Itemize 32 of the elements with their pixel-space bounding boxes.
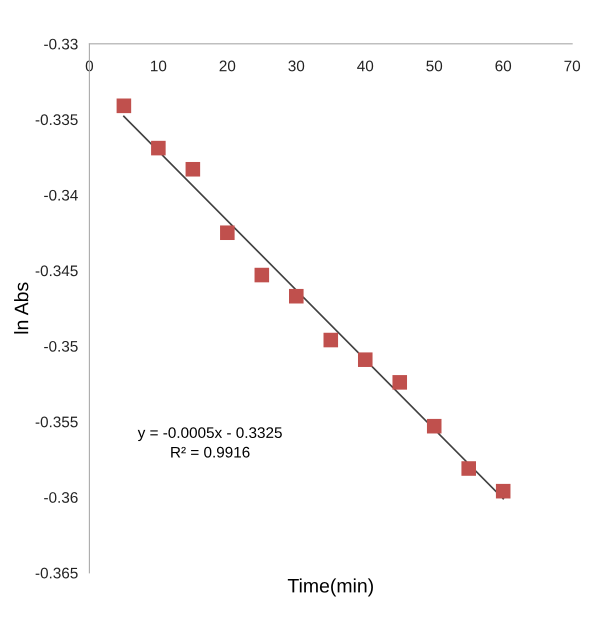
y-tick-label: -0.335 bbox=[36, 114, 78, 126]
annotation: R² = 0.9916 bbox=[171, 446, 250, 458]
y-tick-label: -0.365 bbox=[36, 568, 78, 578]
x-tick-label: 0 bbox=[86, 60, 94, 72]
x-tick-label: 60 bbox=[495, 60, 512, 72]
point bbox=[116, 98, 132, 114]
point bbox=[186, 162, 200, 177]
point bbox=[426, 418, 442, 434]
annotation: y = -0.0005x - 0.3325 bbox=[138, 427, 282, 442]
point bbox=[496, 484, 510, 498]
point bbox=[392, 375, 408, 390]
point bbox=[220, 225, 235, 240]
y-tick-label: -0.35 bbox=[44, 340, 78, 352]
x-tick-label: 70 bbox=[564, 60, 580, 72]
point bbox=[323, 332, 338, 348]
point bbox=[254, 268, 270, 282]
x-tick-label: 50 bbox=[426, 60, 442, 72]
x-axis-title: Time(min) bbox=[288, 578, 373, 596]
point bbox=[358, 352, 373, 367]
y-tick-label: -0.355 bbox=[36, 416, 78, 428]
x-tick-label: 20 bbox=[220, 60, 236, 72]
y-tick-label: -0.33 bbox=[44, 38, 78, 50]
point bbox=[461, 461, 476, 476]
point bbox=[289, 288, 304, 304]
x-tick-label: 40 bbox=[357, 60, 374, 72]
y-tick-label: -0.34 bbox=[44, 190, 78, 201]
y-tick-label: -0.36 bbox=[44, 492, 78, 503]
x-tick-label: 30 bbox=[288, 60, 304, 72]
point bbox=[151, 140, 166, 156]
x-tick-label: 10 bbox=[151, 60, 166, 72]
y-tick-label: -0.345 bbox=[36, 265, 78, 276]
y-axis-title: ln Abs bbox=[14, 282, 28, 334]
